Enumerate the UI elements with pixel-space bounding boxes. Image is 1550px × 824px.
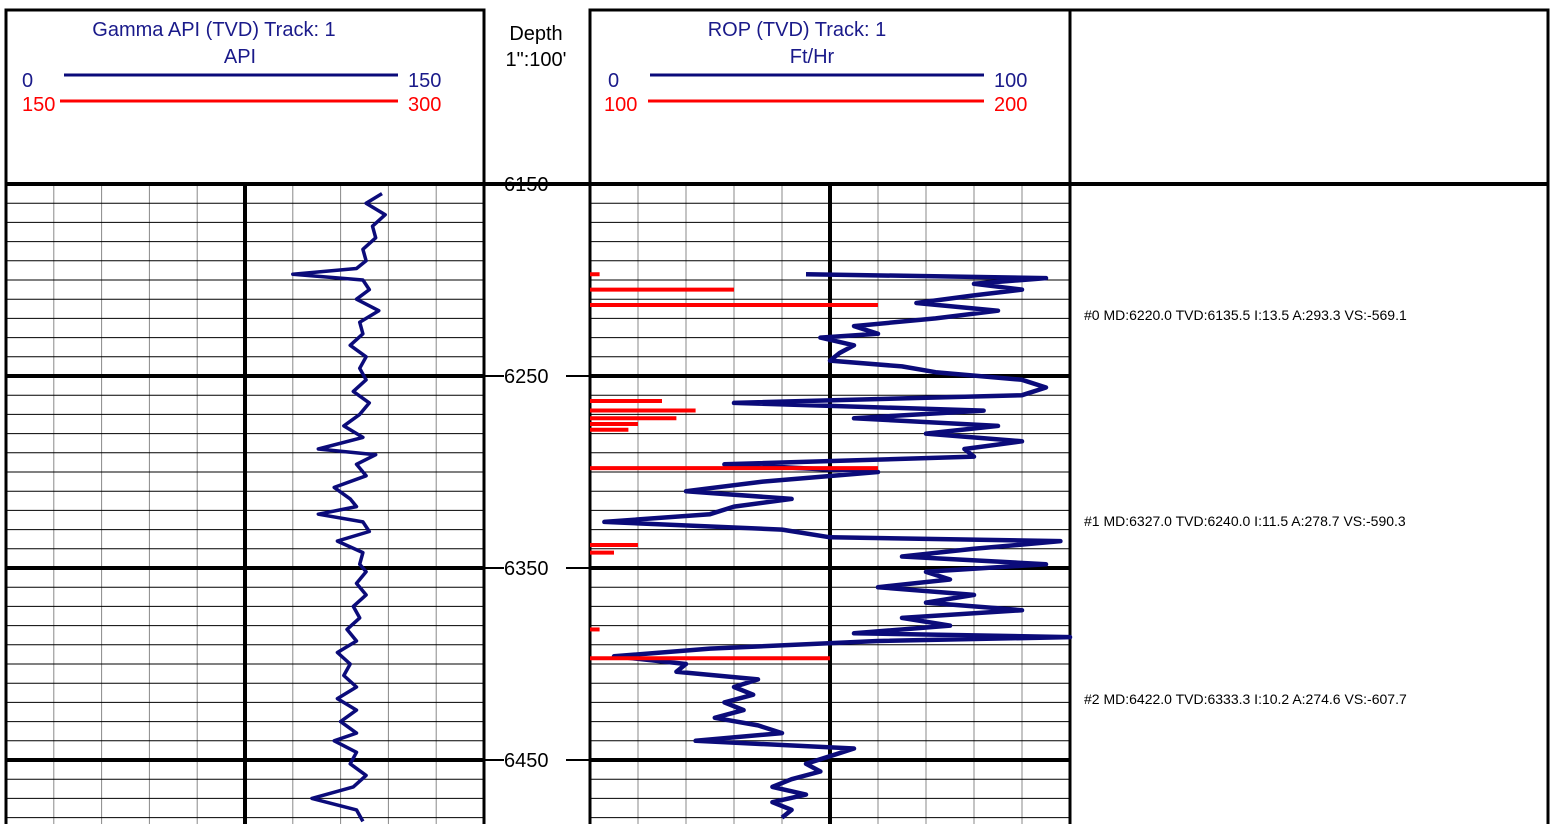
gamma-scale-right: 150 (408, 70, 441, 92)
gamma-title: Gamma API (TVD) Track: 1 (92, 19, 335, 41)
track-header-frame (1068, 8, 1550, 186)
rop-curve (602, 271, 1073, 820)
rop-unit: Ft/Hr (790, 46, 835, 68)
curve-layer (291, 192, 1073, 823)
rop-scale-left: 0 (608, 70, 619, 92)
depth-title: Depth (509, 23, 562, 45)
gamma-curve (291, 192, 387, 823)
gamma-backup-left: 150 (22, 94, 55, 116)
rop-title: ROP (TVD) Track: 1 (708, 19, 887, 41)
survey-annotation: #2 MD:6422.0 TVD:6333.3 I:10.2 A:274.6 V… (1084, 691, 1407, 707)
depth-header: Depth 1":100' (506, 23, 567, 71)
gamma-unit: API (224, 46, 256, 68)
frame-layer (4, 8, 1550, 824)
depth-label: 6350 (504, 558, 549, 580)
depth-labels: 6150 6250 6350 6450 (504, 174, 549, 772)
rop-scale-right: 100 (994, 70, 1027, 92)
survey-annotation: #1 MD:6327.0 TVD:6240.0 I:11.5 A:278.7 V… (1084, 513, 1406, 529)
gamma-backup-right: 300 (408, 94, 441, 116)
grid-layer (6, 182, 1070, 824)
survey-annotations: #0 MD:6220.0 TVD:6135.5 I:13.5 A:293.3 V… (1084, 307, 1407, 707)
rop-backup-right: 200 (994, 94, 1027, 116)
depth-label: 6250 (504, 366, 549, 388)
rop-header: ROP (TVD) Track: 1 Ft/Hr 0 100 100 200 (604, 19, 1027, 116)
gamma-header: Gamma API (TVD) Track: 1 API 0 150 150 3… (22, 19, 441, 116)
survey-annotation: #0 MD:6220.0 TVD:6135.5 I:13.5 A:293.3 V… (1084, 307, 1407, 323)
depth-label: 6150 (504, 174, 549, 196)
depth-scale: 1":100' (506, 49, 567, 71)
rop-backup-left: 100 (604, 94, 637, 116)
depth-label: 6450 (504, 750, 549, 772)
gamma-scale-left: 0 (22, 70, 33, 92)
